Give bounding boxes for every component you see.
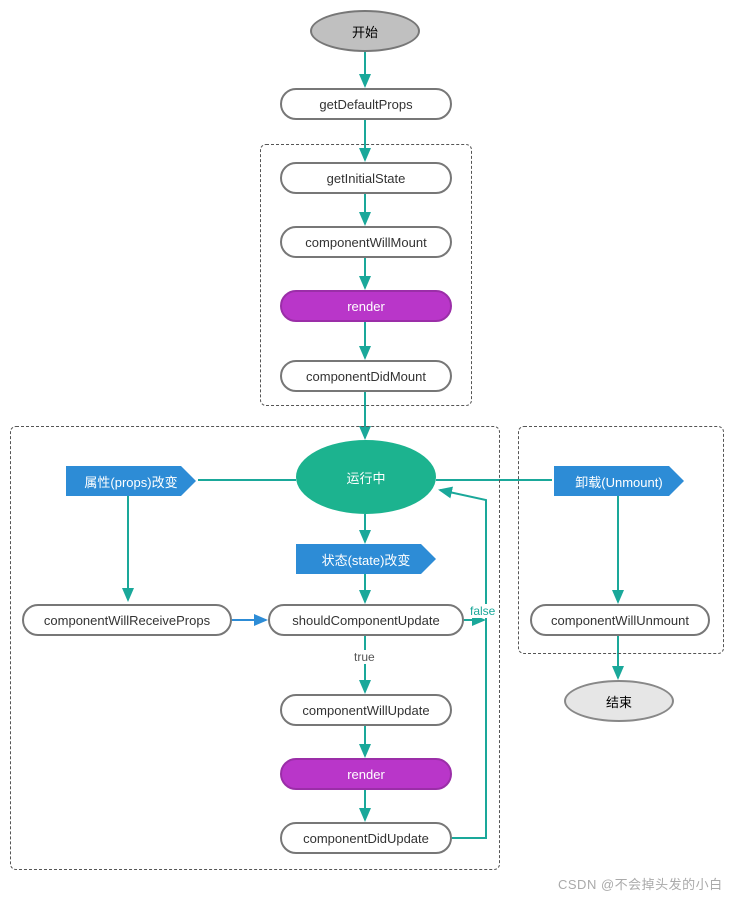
end-label: 结束 [606, 692, 632, 711]
componentdidupdate-label: componentDidUpdate [303, 831, 429, 846]
props-change-banner: 属性(props)改变 [66, 466, 196, 496]
running-label: 运行中 [346, 468, 385, 487]
state-change-banner: 状态(state)改变 [296, 544, 436, 574]
getdefaultprops-node: getDefaultProps [280, 88, 452, 120]
shouldcomponentupdate-label: shouldComponentUpdate [292, 613, 439, 628]
getinitialstate-node: getInitialState [280, 162, 452, 194]
componentwillreceiveprops-label: componentWillReceiveProps [44, 613, 210, 628]
componentwillmount-label: componentWillMount [305, 235, 426, 250]
start-label: 开始 [352, 22, 378, 41]
shouldcomponentupdate-node: shouldComponentUpdate [268, 604, 464, 636]
unmount-banner-label: 卸载(Unmount) [569, 472, 668, 491]
render1-node: render [280, 290, 452, 322]
render1-label: render [347, 299, 385, 314]
end-node: 结束 [564, 680, 674, 722]
edge-label-true: true [352, 650, 377, 664]
edge-label-false: false [468, 604, 497, 618]
start-node: 开始 [310, 10, 420, 52]
getinitialstate-label: getInitialState [327, 171, 406, 186]
componentwillmount-node: componentWillMount [280, 226, 452, 258]
componentwillunmount-label: componentWillUnmount [551, 613, 689, 628]
componentwillreceiveprops-node: componentWillReceiveProps [22, 604, 232, 636]
componentwillupdate-label: componentWillUpdate [302, 703, 429, 718]
render2-node: render [280, 758, 452, 790]
running-node: 运行中 [296, 440, 436, 514]
watermark: CSDN @不会掉头发的小白 [558, 874, 723, 893]
componentdidmount-node: componentDidMount [280, 360, 452, 392]
props-change-label: 属性(props)改变 [78, 472, 183, 491]
getdefaultprops-label: getDefaultProps [319, 97, 412, 112]
componentdidmount-label: componentDidMount [306, 369, 426, 384]
state-change-label: 状态(state)改变 [316, 550, 417, 569]
componentwillunmount-node: componentWillUnmount [530, 604, 710, 636]
unmount-banner: 卸载(Unmount) [554, 466, 684, 496]
componentdidupdate-node: componentDidUpdate [280, 822, 452, 854]
componentwillupdate-node: componentWillUpdate [280, 694, 452, 726]
render2-label: render [347, 767, 385, 782]
